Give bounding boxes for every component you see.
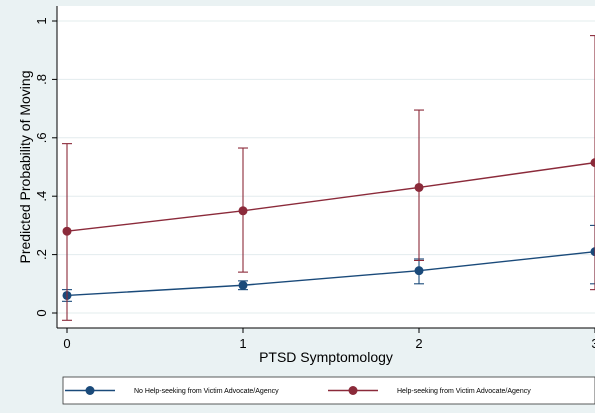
point-0-3: [590, 247, 595, 257]
plot-area: [57, 6, 595, 328]
point-0-1: [238, 280, 248, 290]
series-line-0: [66, 250, 595, 297]
legend-label-1: Help-seeking from Victim Advocate/Agency: [397, 388, 531, 395]
y-tick-label-0: 0: [34, 309, 49, 316]
y-tick-label-2: .4: [34, 191, 49, 202]
legend-label-0: No Help-seeking from Victim Advocate/Age…: [134, 388, 279, 395]
x-axis-title: PTSD Symptomology: [259, 349, 393, 365]
y-tick-label-3: .6: [34, 132, 49, 143]
y-tick-label-4: .8: [34, 74, 49, 85]
x-tick-label-0: 0: [63, 336, 70, 351]
axes: 0 .2 .4 .6 .8 1 0 1 2 3: [34, 6, 595, 351]
y-tick-label-1: .2: [34, 249, 49, 260]
gridlines: [57, 20, 595, 314]
point-0-2: [414, 266, 424, 276]
series-line-1: [66, 161, 595, 232]
point-1-3: [590, 158, 595, 168]
point-1-0: [62, 226, 72, 236]
y-axis-title: Predicted Probability of Moving: [17, 71, 33, 264]
x-tick-label-2: 2: [415, 336, 422, 351]
series-layer: [62, 35, 595, 321]
legend: No Help-seeking from Victim Advocate/Age…: [62, 376, 595, 405]
y-tick-label-5: 1: [34, 17, 49, 24]
point-1-1: [238, 206, 248, 216]
x-tick-label-3: 3: [591, 336, 595, 351]
legend-marker-1: [348, 386, 358, 395]
point-1-2: [414, 182, 424, 192]
x-tick-label-1: 1: [239, 336, 246, 351]
legend-marker-0: [85, 386, 95, 395]
